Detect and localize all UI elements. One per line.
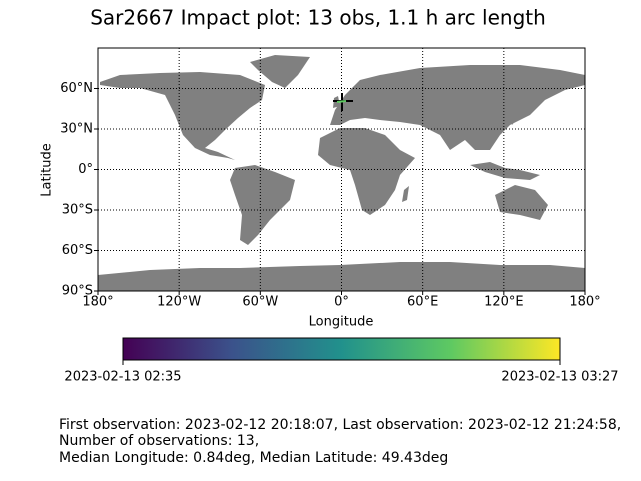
australia <box>495 185 548 220</box>
axes: 180° 120°W 60°W 0° 60°E 120°E 180°90°S60°S30°S… <box>60 48 601 310</box>
x-tick-label: 180° <box>82 295 113 310</box>
frame <box>97 47 586 292</box>
eurasia <box>330 65 585 150</box>
y-tick-label: 0° <box>78 162 93 177</box>
x-tick-label: 60°W <box>242 295 278 310</box>
footer-line: Median Longitude: 0.84deg, Median Latitu… <box>59 450 448 466</box>
greenland <box>250 55 310 88</box>
y-tick-label: 30°S <box>62 203 93 218</box>
x-tick-label: 120°W <box>157 295 201 310</box>
y-tick-label: 90°S <box>62 284 93 299</box>
north-america <box>100 72 265 160</box>
y-tick-label: 30°N <box>60 122 93 137</box>
x-axis-label: Longitude <box>309 315 374 330</box>
x-tick-label: 180° <box>569 295 600 310</box>
south-america <box>230 165 295 245</box>
africa <box>318 128 415 215</box>
y-tick-label: 60°N <box>60 81 93 96</box>
colorbar-label: 2023-02-13 03:27 <box>501 370 618 385</box>
colorbar <box>122 337 561 361</box>
japan <box>510 110 520 125</box>
track <box>336 100 347 103</box>
footer-line: First observation: 2023-02-12 20:18:07, … <box>59 417 621 433</box>
title: Sar2667 Impact plot: 13 obs, 1.1 h arc l… <box>90 6 546 30</box>
y-tick-label: 60°S <box>62 243 93 258</box>
land <box>98 55 585 291</box>
y-axis-label: Latitude <box>40 143 55 197</box>
colorbar-label: 2023-02-13 02:35 <box>64 370 181 385</box>
x-tick-label: 60°E <box>407 295 438 310</box>
footer-line: Number of observations: 13, <box>59 433 259 449</box>
x-tick-label: 0° <box>334 295 349 310</box>
x-tick-label: 120°E <box>484 295 524 310</box>
madagascar <box>402 186 409 202</box>
indonesia <box>470 162 540 180</box>
impact-marker <box>333 93 353 111</box>
